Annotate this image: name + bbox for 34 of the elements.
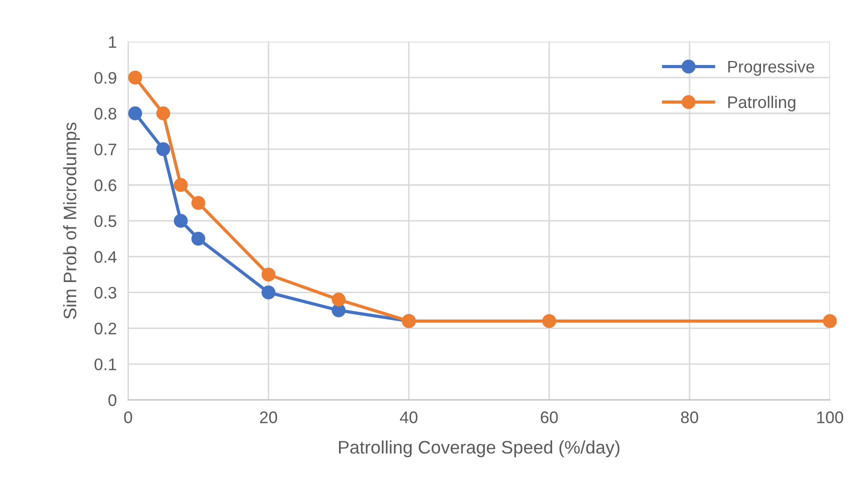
point [156, 106, 170, 120]
y-tick-label: 0.2 [94, 322, 116, 334]
point [174, 178, 188, 192]
point [128, 70, 142, 85]
point [332, 292, 346, 307]
point [191, 232, 206, 246]
x-tick-label: 60 [540, 411, 558, 424]
y-tick-label: 0.5 [94, 215, 116, 228]
y-tick-label: 0.7 [94, 144, 116, 156]
y-tick-label: 0.6 [94, 179, 116, 192]
point [156, 142, 170, 156]
x-axis-title: Patrolling Coverage Speed (%/day) [338, 440, 620, 458]
point [262, 286, 276, 300]
y-tick-label: 1 [109, 36, 116, 48]
y-tick-label: 0.4 [94, 251, 117, 263]
point [822, 314, 837, 328]
y-tick-label: 0.8 [94, 108, 116, 120]
y-tick-label: 0 [108, 394, 116, 406]
y-tick-label: 0.1 [94, 358, 116, 370]
point [542, 314, 556, 328]
x-tick-label: 100 [817, 411, 844, 424]
point [128, 106, 142, 120]
y-axis-title: Sim Prob of Microdumps [63, 122, 80, 319]
point [174, 214, 188, 228]
point [262, 268, 276, 282]
legend-label: Patrolling [728, 96, 796, 112]
x-tick-label: 80 [681, 411, 698, 424]
y-tick-label: 0.9 [94, 72, 116, 84]
legend-label: Progressive [728, 60, 814, 76]
x-tick-label: 20 [260, 411, 278, 424]
x-tick-label: 40 [400, 411, 418, 424]
y-tick-label: 0.3 [94, 286, 116, 299]
point [191, 196, 206, 210]
x-tick-label: 0 [124, 411, 132, 424]
